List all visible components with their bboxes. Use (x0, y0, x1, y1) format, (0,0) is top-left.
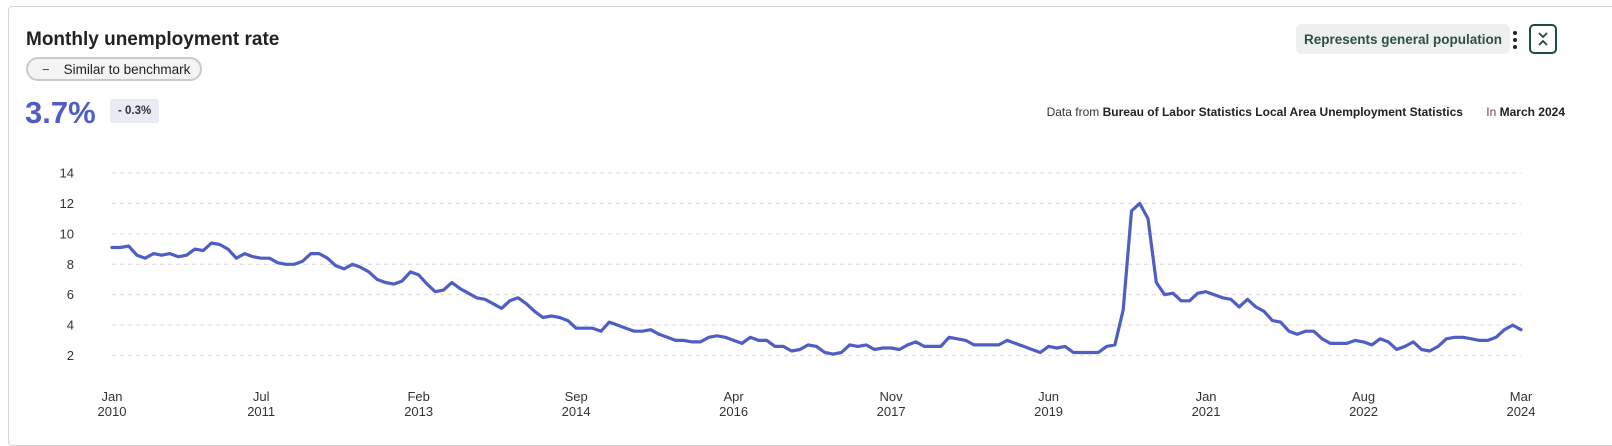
population-badge: Represents general population (1296, 24, 1511, 54)
x-tick-label: 2017 (877, 404, 906, 419)
period-value: March 2024 (1499, 105, 1565, 119)
y-tick-label: 10 (60, 226, 74, 241)
x-tick-label: Jan (102, 389, 123, 404)
x-tick-label: Jun (1038, 389, 1059, 404)
y-tick-label: 12 (60, 196, 74, 211)
x-tick-label: Jul (253, 389, 270, 404)
x-tick-label: 2016 (719, 404, 748, 419)
source-name: Bureau of Labor Statistics Local Area Un… (1102, 105, 1463, 119)
benchmark-label: Similar to benchmark (63, 61, 191, 77)
collapse-button[interactable] (1529, 24, 1557, 54)
x-tick-label: 2013 (404, 404, 433, 419)
x-tick-label: 2024 (1507, 404, 1536, 419)
data-source: Data from Bureau of Labor Statistics Loc… (1047, 105, 1565, 119)
more-options-icon[interactable] (1509, 29, 1521, 51)
x-tick-label: 2021 (1192, 404, 1221, 419)
x-tick-label: 2019 (1034, 404, 1063, 419)
delta-badge: - 0.3% (110, 99, 160, 123)
x-tick-label: 2011 (247, 404, 275, 419)
x-tick-label: Aug (1352, 389, 1375, 404)
x-tick-label: 2014 (562, 404, 591, 419)
chart-title: Monthly unemployment rate (26, 29, 280, 50)
current-value: 3.7% (25, 95, 96, 130)
x-tick-label: Mar (1510, 389, 1533, 404)
y-tick-label: 4 (67, 318, 74, 333)
y-tick-label: 2 (67, 348, 74, 363)
y-tick-label: 6 (67, 287, 74, 302)
y-tick-label: 8 (67, 257, 74, 272)
benchmark-pill[interactable]: − Similar to benchmark (26, 57, 202, 81)
y-tick-label: 14 (60, 166, 74, 181)
source-prefix: Data from (1046, 105, 1100, 119)
series-line (110, 201, 1523, 356)
chart-card: Monthly unemployment rate − Similar to b… (8, 6, 1612, 446)
minus-icon: − (42, 61, 50, 77)
x-tick-label: Apr (724, 389, 745, 404)
period-prefix: In (1486, 105, 1497, 119)
x-tick-label: Nov (880, 389, 904, 404)
x-tick-label: Jan (1196, 389, 1217, 404)
x-tick-label: 2022 (1349, 404, 1378, 419)
x-tick-label: Sep (565, 389, 588, 404)
collapse-icon (1538, 32, 1548, 46)
x-tick-label: Feb (407, 389, 429, 404)
x-tick-label: 2010 (98, 404, 127, 419)
